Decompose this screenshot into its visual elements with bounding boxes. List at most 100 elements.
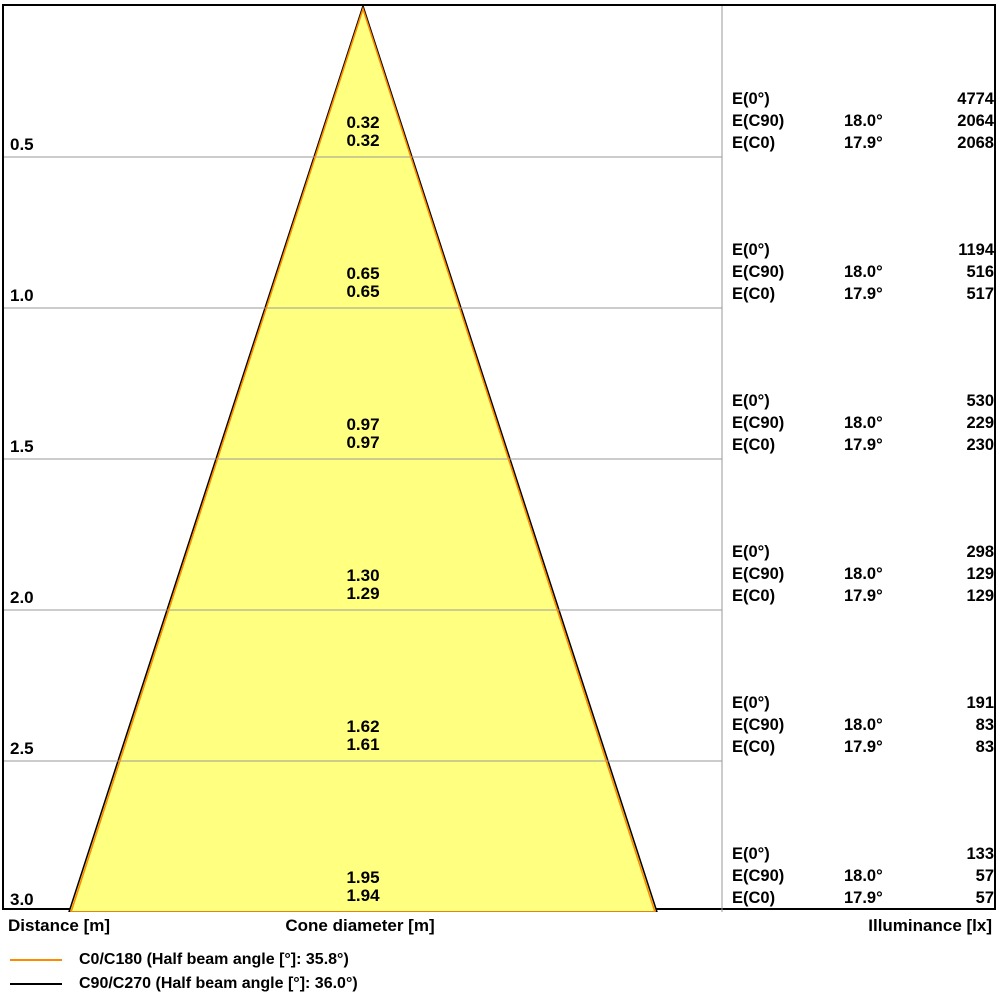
cone-diameter-c90: 1.95 <box>346 868 380 887</box>
illuminance-row-ec90: E(C90) 18.0° 129 <box>732 563 994 585</box>
cone-diagram: 0.5 0.32 0.32 E(0°) 4774 E(C90) 18.0° 20… <box>2 4 998 912</box>
illuminance-table: E(0°) 133 E(C90) 18.0° 57 E(C0) 17.9° 57 <box>732 843 994 909</box>
distance-label: 2.0 <box>10 588 34 607</box>
illuminance-row-e0: E(0°) 530 <box>732 390 994 412</box>
illuminance-row-e0: E(0°) 4774 <box>732 88 994 110</box>
beam-cone-plot <box>4 6 723 912</box>
ec0-label: E(C0) <box>732 436 776 454</box>
ec90-label: E(C90) <box>732 414 785 432</box>
ec0-angle: 17.9° <box>844 738 883 756</box>
ec90-angle: 18.0° <box>844 716 883 734</box>
cone-diameter-c90: 0.32 <box>346 113 380 132</box>
e0-angle <box>844 843 928 865</box>
legend-item-c90-c270: C90/C270 (Half beam angle [°]: 36.0°) <box>10 972 358 996</box>
e0-value: 530 <box>966 392 994 410</box>
e0-value: 133 <box>966 845 994 863</box>
illuminance-row-e0: E(0°) 133 <box>732 843 994 865</box>
cone-diameter-c0: 0.65 <box>346 282 380 301</box>
ec0-label: E(C0) <box>732 285 776 303</box>
ec0-angle: 17.9° <box>844 134 883 152</box>
cone-diameter-c0: 1.61 <box>346 735 380 754</box>
ec90-label: E(C90) <box>732 263 785 281</box>
e0-angle <box>844 541 928 563</box>
ec90-angle: 18.0° <box>844 867 883 885</box>
legend-item-c0-c180: C0/C180 (Half beam angle [°]: 35.8°) <box>10 948 358 972</box>
distance-axis-label: Distance [m] <box>8 916 111 935</box>
distance-band-2-5m: 2.5 1.62 1.61 E(0°) 191 E(C90) 18.0° 83 <box>4 610 998 761</box>
ec0-angle: 17.9° <box>844 285 883 303</box>
e0-value: 1194 <box>958 241 994 259</box>
illuminance-row-e0: E(0°) 191 <box>732 692 994 714</box>
c0-line-swatch <box>10 959 62 961</box>
e0-label: E(0°) <box>732 241 770 259</box>
e0-value: 298 <box>966 543 994 561</box>
cone-diameter-c90: 0.65 <box>346 264 380 283</box>
distance-label: 2.5 <box>10 739 34 758</box>
ec0-angle: 17.9° <box>844 587 883 605</box>
illuminance-row-ec0: E(C0) 17.9° 517 <box>732 283 994 305</box>
beam-cone-outline-c0 <box>70 6 656 912</box>
illuminance-row-ec90: E(C90) 18.0° 57 <box>732 865 994 887</box>
illuminance-row-ec0: E(C0) 17.9° 2068 <box>732 132 994 154</box>
distance-band-0-5m: 0.5 0.32 0.32 E(0°) 4774 E(C90) 18.0° 20… <box>4 6 998 157</box>
e0-label: E(0°) <box>732 845 770 863</box>
cone-diameter-c0: 1.29 <box>346 584 380 603</box>
ec90-label: E(C90) <box>732 565 785 583</box>
cone-diameter-values: 1.95 1.94 <box>308 869 418 905</box>
ec0-value: 129 <box>966 587 994 605</box>
legend-label-c90: C90/C270 (Half beam angle [°]: 36.0°) <box>79 975 358 992</box>
legend: C0/C180 (Half beam angle [°]: 35.8°) C90… <box>10 948 358 996</box>
distance-label: 0.5 <box>10 135 34 154</box>
ec90-angle: 18.0° <box>844 112 883 130</box>
legend-label-c0: C0/C180 (Half beam angle [°]: 35.8°) <box>79 951 349 968</box>
cone-diameter-values: 0.32 0.32 <box>308 114 418 150</box>
cone-diameter-c90: 1.62 <box>346 717 380 736</box>
e0-angle <box>844 390 928 412</box>
cone-diameter-values: 0.97 0.97 <box>308 416 418 452</box>
illuminance-row-e0: E(0°) 1194 <box>732 239 994 261</box>
illuminance-row-ec90: E(C90) 18.0° 2064 <box>732 110 994 132</box>
ec90-value: 229 <box>966 414 994 432</box>
distance-band-1-5m: 1.5 0.97 0.97 E(0°) 530 E(C90) 18.0° 229 <box>4 308 998 459</box>
distance-band-2-0m: 2.0 1.30 1.29 E(0°) 298 E(C90) 18.0° 129 <box>4 459 998 610</box>
e0-value: 191 <box>966 694 994 712</box>
illuminance-row-ec0: E(C0) 17.9° 129 <box>732 585 994 607</box>
cone-diameter-c0: 0.97 <box>346 433 380 452</box>
distance-label: 1.5 <box>10 437 34 456</box>
cone-diameter-values: 0.65 0.65 <box>308 265 418 301</box>
ec90-angle: 18.0° <box>844 565 883 583</box>
e0-angle <box>844 88 928 110</box>
ec90-value: 83 <box>975 716 994 734</box>
ec90-angle: 18.0° <box>844 263 883 281</box>
ec90-label: E(C90) <box>732 112 785 130</box>
axis-labels: Distance [m] Cone diameter [m] Illuminan… <box>0 916 1000 936</box>
cone-diameter-values: 1.62 1.61 <box>308 718 418 754</box>
ec0-angle: 17.9° <box>844 436 883 454</box>
illuminance-table: E(0°) 530 E(C90) 18.0° 229 E(C0) 17.9° 2… <box>732 390 994 456</box>
ec90-value: 516 <box>966 263 994 281</box>
ec90-label: E(C90) <box>732 716 785 734</box>
illuminance-table: E(0°) 191 E(C90) 18.0° 83 E(C0) 17.9° 83 <box>732 692 994 758</box>
cone-diameter-c0: 1.94 <box>346 886 380 905</box>
ec0-value: 230 <box>966 436 994 454</box>
ec0-label: E(C0) <box>732 738 776 756</box>
ec0-value: 2068 <box>957 134 994 152</box>
e0-angle <box>844 692 928 714</box>
distance-band-3-0m: 3.0 1.95 1.94 E(0°) 133 E(C90) 18.0° 57 <box>4 761 998 912</box>
illuminance-table: E(0°) 1194 E(C90) 18.0° 516 E(C0) 17.9° … <box>732 239 994 305</box>
e0-label: E(0°) <box>732 694 770 712</box>
illuminance-row-ec0: E(C0) 17.9° 83 <box>732 736 994 758</box>
ec90-value: 2064 <box>957 112 994 130</box>
ec0-value: 57 <box>975 889 994 907</box>
illuminance-row-e0: E(0°) 298 <box>732 541 994 563</box>
illuminance-table: E(0°) 298 E(C90) 18.0° 129 E(C0) 17.9° 1… <box>732 541 994 607</box>
illuminance-axis-label: Illuminance [lx] <box>868 916 992 935</box>
ec0-value: 517 <box>966 285 994 303</box>
c90-line-swatch <box>10 983 62 985</box>
e0-label: E(0°) <box>732 90 770 108</box>
illuminance-table: E(0°) 4774 E(C90) 18.0° 2064 E(C0) 17.9°… <box>732 88 994 154</box>
illuminance-row-ec90: E(C90) 18.0° 229 <box>732 412 994 434</box>
e0-angle <box>844 239 928 261</box>
cone-diameter-c90: 0.97 <box>346 415 380 434</box>
